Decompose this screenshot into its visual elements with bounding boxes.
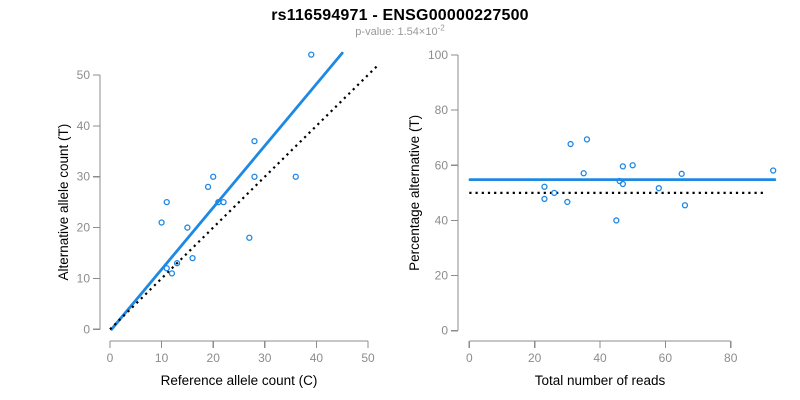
y-tick-label: 20 bbox=[77, 221, 91, 235]
y-axis-title: Alternative allele count (T) bbox=[56, 124, 71, 281]
data-point bbox=[655, 185, 662, 192]
data-point bbox=[541, 195, 548, 203]
data-point bbox=[551, 189, 558, 197]
y-tick-label: 40 bbox=[435, 213, 449, 227]
y-tick-label: 60 bbox=[435, 158, 449, 172]
x-tick-label: 0 bbox=[466, 351, 473, 365]
x-tick-label: 50 bbox=[361, 351, 375, 365]
data-point bbox=[292, 173, 299, 180]
y-axis-title: Percentage alternative (T) bbox=[407, 115, 422, 271]
data-point bbox=[629, 162, 636, 169]
data-point bbox=[246, 234, 253, 241]
y-tick-label: 100 bbox=[428, 48, 448, 62]
data-point bbox=[613, 217, 620, 224]
data-point bbox=[210, 173, 217, 180]
data-point bbox=[220, 198, 227, 206]
x-tick-label: 20 bbox=[528, 351, 542, 365]
y-tick-label: 0 bbox=[83, 322, 90, 336]
x-tick-label: 80 bbox=[724, 351, 738, 365]
data-point bbox=[251, 137, 258, 145]
allele-counts-scatter: 0 10 20 30 40 50 0 10 20 30 40 50 Reference allele c… bbox=[56, 51, 380, 388]
y-tick-label: 40 bbox=[77, 119, 91, 133]
x-axis-title: Total number of reads bbox=[535, 373, 666, 388]
data-point bbox=[189, 254, 196, 262]
y-tick-label: 80 bbox=[435, 103, 449, 117]
x-tick-label: 40 bbox=[310, 351, 324, 365]
pvalue-text: p-value: 1.54×10 bbox=[355, 26, 438, 38]
percentage-vs-reads-scatter: 0 20 40 60 80 100 0 20 40 60 80 Total number of rea… bbox=[407, 48, 777, 388]
x-tick-label: 30 bbox=[258, 351, 272, 365]
y-tick-label: 20 bbox=[435, 269, 449, 283]
data-point bbox=[583, 136, 591, 143]
x-tick-label: 60 bbox=[659, 351, 673, 365]
pvalue-exponent: -2 bbox=[437, 23, 445, 33]
y-tick-label: 30 bbox=[77, 170, 91, 184]
data-point bbox=[564, 198, 571, 206]
y-tick-label: 50 bbox=[77, 68, 91, 82]
data-point bbox=[770, 167, 777, 174]
data-point bbox=[168, 270, 176, 277]
figure-subtitle: p-value: 1.54×10-2 bbox=[0, 23, 800, 38]
identity-line bbox=[109, 64, 380, 331]
x-tick-label: 0 bbox=[107, 351, 114, 365]
data-point bbox=[251, 173, 258, 180]
data-point bbox=[580, 170, 587, 177]
data-point bbox=[678, 170, 685, 177]
data-point bbox=[619, 180, 627, 188]
data-point bbox=[163, 265, 170, 272]
x-tick-label: 10 bbox=[155, 351, 169, 365]
data-point bbox=[184, 224, 191, 231]
data-point bbox=[541, 183, 548, 190]
figure-title: rs116594971 - ENSG00000227500 bbox=[271, 7, 529, 24]
x-axis-title: Reference allele count (C) bbox=[161, 373, 318, 388]
data-point bbox=[163, 198, 170, 206]
data-point bbox=[619, 163, 627, 170]
data-point bbox=[567, 140, 574, 148]
data-point bbox=[308, 51, 315, 58]
x-tick-label: 20 bbox=[207, 351, 221, 365]
data-point bbox=[158, 219, 165, 226]
x-tick-label: 40 bbox=[593, 351, 607, 365]
y-tick-label: 10 bbox=[77, 271, 91, 285]
data-point bbox=[681, 202, 689, 209]
fit-line bbox=[110, 51, 344, 331]
y-tick-label: 0 bbox=[441, 324, 448, 338]
data-point bbox=[204, 183, 212, 191]
data-point bbox=[173, 260, 181, 267]
